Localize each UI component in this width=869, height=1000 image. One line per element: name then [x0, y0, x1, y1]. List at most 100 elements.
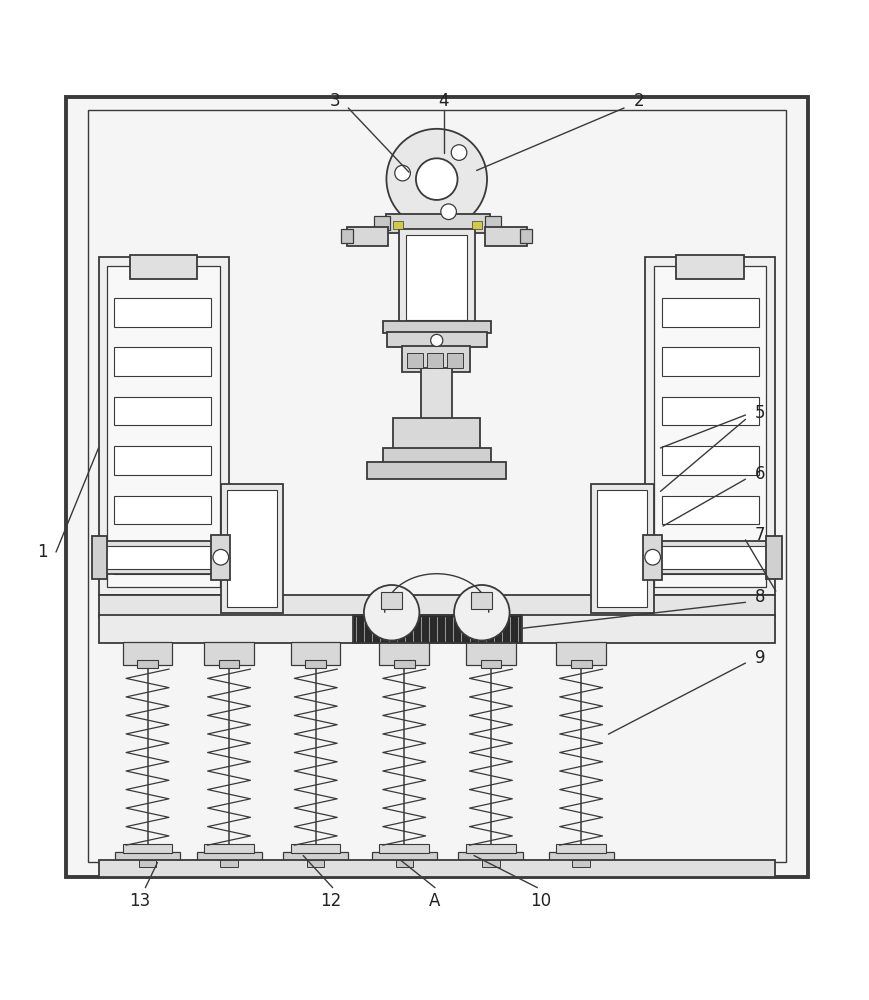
Bar [114, 496, 211, 524]
Bar [472, 221, 481, 229]
Bar [485, 216, 501, 230]
Bar [590, 484, 653, 613]
Bar [211, 535, 230, 580]
Bar [661, 545, 759, 574]
Text: 5: 5 [754, 404, 765, 422]
Bar [114, 545, 211, 574]
Bar [129, 255, 197, 279]
Bar [480, 660, 501, 668]
Bar [661, 446, 759, 475]
Bar [385, 214, 489, 233]
Text: 6: 6 [754, 465, 765, 483]
Bar [221, 484, 283, 613]
Bar [352, 615, 521, 643]
Text: 3: 3 [329, 92, 340, 110]
Bar [98, 257, 229, 595]
Bar [766, 536, 781, 579]
Bar [91, 536, 107, 579]
Circle shape [441, 204, 456, 220]
Bar [596, 490, 647, 607]
Bar [642, 535, 661, 580]
Bar [570, 660, 591, 668]
Bar [548, 852, 613, 862]
Bar [123, 642, 172, 665]
Bar [98, 595, 774, 617]
Bar [107, 266, 220, 587]
Bar [346, 227, 388, 246]
Bar [115, 852, 180, 862]
Bar [123, 844, 172, 853]
Bar [137, 660, 158, 668]
Bar [196, 852, 262, 862]
Bar [653, 266, 766, 587]
Bar [661, 496, 759, 524]
Bar [520, 229, 532, 243]
Circle shape [430, 334, 442, 347]
Bar [283, 852, 348, 862]
Circle shape [386, 129, 487, 229]
Bar [220, 860, 237, 867]
Bar [387, 332, 487, 347]
Circle shape [454, 585, 509, 640]
Bar [393, 418, 480, 451]
Bar [367, 462, 506, 479]
Bar [395, 860, 413, 867]
Bar [88, 110, 786, 862]
Bar [103, 546, 222, 569]
Bar [379, 844, 428, 853]
Bar [98, 615, 774, 643]
Bar [374, 216, 389, 230]
Bar [661, 347, 759, 376]
Bar [305, 660, 326, 668]
Text: 8: 8 [754, 588, 765, 606]
Text: 1: 1 [36, 543, 48, 561]
Bar [458, 852, 523, 862]
Bar [393, 221, 402, 229]
Bar [398, 229, 474, 327]
Bar [98, 860, 774, 877]
Bar [204, 844, 254, 853]
Bar [481, 860, 499, 867]
Bar [485, 227, 527, 246]
Bar [661, 298, 759, 327]
Bar [427, 353, 442, 368]
Bar [114, 397, 211, 425]
Bar [114, 298, 211, 327]
Text: A: A [428, 892, 441, 910]
Bar [371, 852, 436, 862]
Circle shape [363, 585, 419, 640]
Bar [227, 490, 277, 607]
Bar [66, 97, 807, 877]
Bar [652, 546, 770, 569]
Bar [139, 860, 156, 867]
Bar [291, 844, 340, 853]
Text: 7: 7 [754, 526, 765, 544]
Bar [471, 592, 492, 609]
Bar [466, 642, 515, 665]
Bar [675, 255, 743, 279]
Bar [379, 642, 428, 665]
Bar [381, 592, 401, 609]
Text: 10: 10 [529, 892, 551, 910]
Bar [572, 860, 589, 867]
Circle shape [644, 549, 660, 565]
Circle shape [395, 165, 410, 181]
Text: 12: 12 [320, 892, 342, 910]
Circle shape [415, 158, 457, 200]
Bar [114, 347, 211, 376]
Bar [406, 235, 467, 320]
Circle shape [451, 145, 467, 160]
Bar [98, 541, 227, 574]
Text: 2: 2 [633, 92, 643, 110]
Bar [647, 541, 775, 574]
Text: 4: 4 [438, 92, 448, 110]
Bar [556, 642, 605, 665]
Bar [447, 353, 462, 368]
Bar [421, 368, 452, 422]
Bar [556, 844, 605, 853]
Bar [394, 660, 415, 668]
Bar [407, 353, 422, 368]
Bar [291, 642, 340, 665]
Circle shape [213, 549, 229, 565]
Text: 9: 9 [754, 649, 765, 667]
